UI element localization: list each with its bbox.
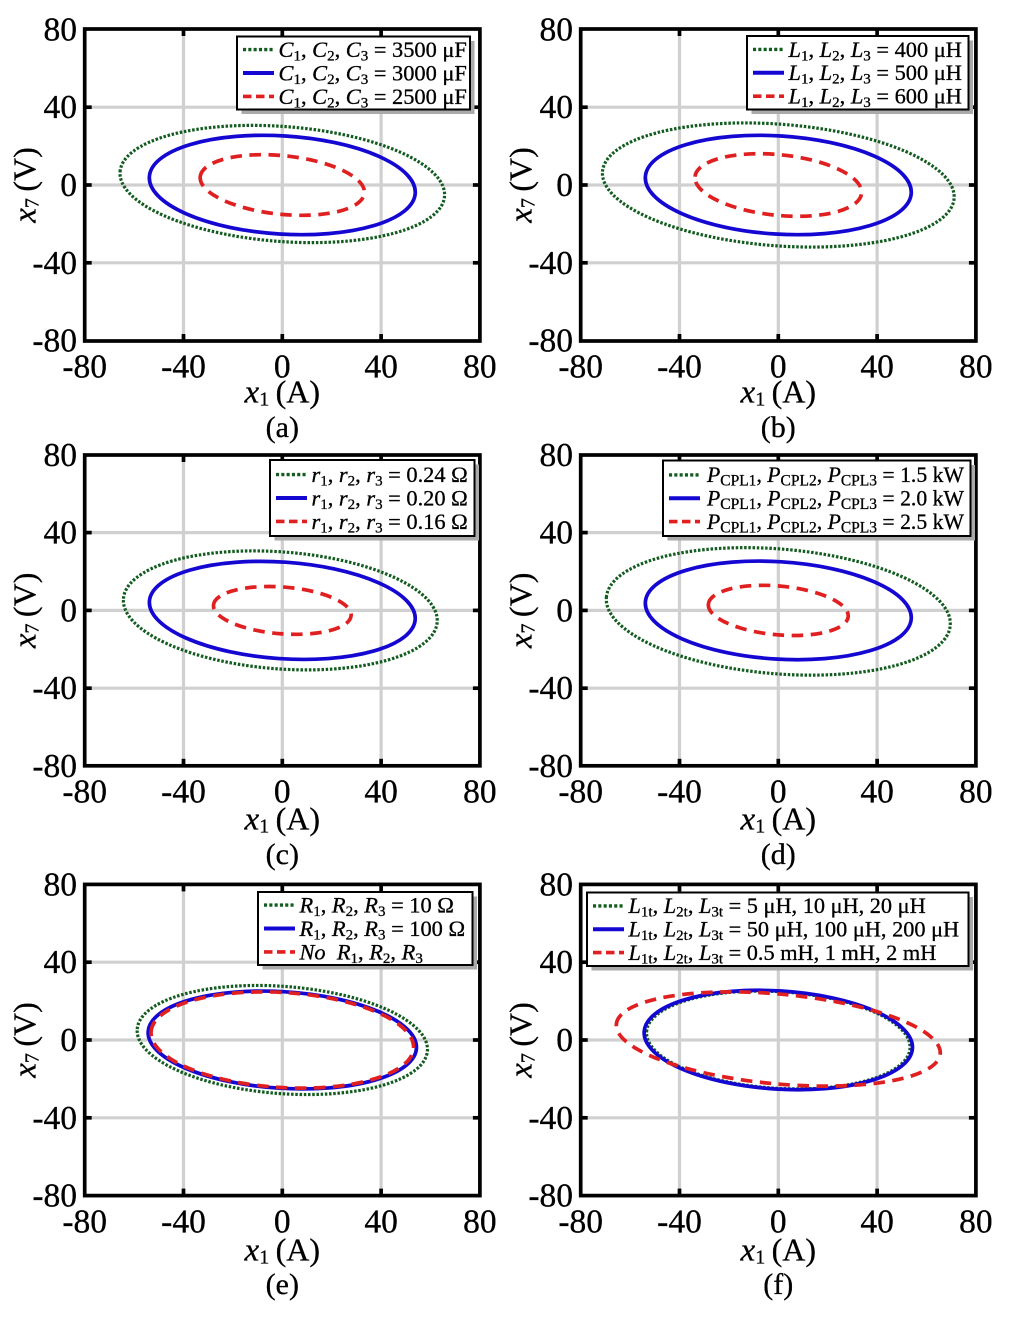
svg-text:40: 40 [44, 515, 78, 552]
svg-text:-40: -40 [528, 670, 573, 707]
svg-text:L1​, L2​, L3​ = 500 μH: L1​, L2​, L3​ = 500 μH [788, 60, 962, 88]
svg-text:80: 80 [463, 774, 497, 811]
svg-text:r1​, r2​, r3​ = 0.24 Ω: r1​, r2​, r3​ = 0.24 Ω [312, 462, 468, 490]
svg-text:x7 (V): x7 (V) [503, 573, 540, 649]
svg-text:L1​, L2​, L3​ = 600 μH: L1​, L2​, L3​ = 600 μH [788, 84, 962, 112]
svg-text:-80: -80 [32, 748, 77, 785]
svg-text:-80: -80 [528, 748, 573, 785]
svg-text:80: 80 [540, 11, 574, 48]
svg-text:40: 40 [44, 89, 78, 126]
svg-text:-40: -40 [528, 245, 573, 282]
svg-text:0: 0 [556, 167, 573, 204]
svg-text:40: 40 [860, 1203, 894, 1240]
svg-text:-80: -80 [528, 323, 573, 360]
svg-text:0: 0 [60, 167, 77, 204]
svg-text:C1​, C2​, C3​ = 3000 μF: C1​, C2​, C3​ = 3000 μF [279, 60, 467, 88]
svg-text:0: 0 [274, 1203, 291, 1240]
svg-text:80: 80 [540, 437, 574, 474]
svg-text:x1 (A): x1 (A) [244, 800, 320, 837]
svg-text:(d): (d) [761, 838, 796, 871]
svg-text:(f): (f) [763, 1268, 793, 1301]
svg-text:40: 40 [540, 515, 574, 552]
svg-text:x1 (A): x1 (A) [740, 374, 816, 411]
svg-text:r1​, r2​, r3​ = 0.16 Ω: r1​, r2​, r3​ = 0.16 Ω [312, 509, 468, 537]
svg-text:x7 (V): x7 (V) [7, 147, 44, 223]
svg-text:x7 (V): x7 (V) [503, 1002, 540, 1078]
svg-text:80: 80 [959, 774, 993, 811]
svg-text:80: 80 [959, 1203, 993, 1240]
svg-text:0: 0 [556, 1022, 573, 1059]
svg-text:(e): (e) [266, 1268, 299, 1301]
svg-text:80: 80 [463, 349, 497, 386]
svg-text:80: 80 [540, 866, 574, 903]
svg-text:0: 0 [556, 592, 573, 629]
svg-text:80: 80 [44, 866, 78, 903]
svg-text:x7 (V): x7 (V) [503, 147, 540, 223]
svg-text:R1​, R2​, R3​ = 10 Ω: R1​, R2​, R3​ = 10 Ω [299, 893, 454, 921]
svg-text:-80: -80 [528, 1178, 573, 1215]
svg-text:0: 0 [770, 349, 787, 386]
svg-text:(c): (c) [266, 838, 299, 871]
svg-text:80: 80 [44, 437, 78, 474]
svg-text:No R1​, R2​, R3​: No R1​, R2​, R3​ [299, 939, 423, 967]
svg-text:0: 0 [770, 1203, 787, 1240]
svg-text:x7 (V): x7 (V) [7, 1002, 44, 1078]
svg-text:40: 40 [860, 349, 894, 386]
svg-text:80: 80 [44, 11, 78, 48]
svg-text:L1t​, L2t​, L3t​ = 0.5 mH, 1 m: L1t​, L2t​, L3t​ = 0.5 mH, 1 mH, 2 mH [628, 940, 937, 968]
svg-text:-80: -80 [558, 349, 603, 386]
svg-text:0: 0 [770, 774, 787, 811]
svg-text:40: 40 [364, 774, 398, 811]
svg-text:-40: -40 [32, 1100, 77, 1137]
svg-text:-80: -80 [62, 1203, 107, 1240]
svg-text:0: 0 [60, 592, 77, 629]
svg-text:40: 40 [540, 944, 574, 981]
svg-text:x1 (A): x1 (A) [740, 1232, 816, 1269]
svg-text:(b): (b) [761, 411, 796, 444]
svg-text:40: 40 [44, 944, 78, 981]
svg-text:-40: -40 [32, 670, 77, 707]
svg-text:x1 (A): x1 (A) [740, 800, 816, 837]
svg-text:(a): (a) [266, 411, 299, 444]
svg-text:40: 40 [860, 774, 894, 811]
svg-text:-40: -40 [528, 1100, 573, 1137]
svg-text:-40: -40 [161, 349, 206, 386]
svg-text:R1​, R2​, R3​ = 100 Ω: R1​, R2​, R3​ = 100 Ω [299, 916, 466, 944]
svg-text:x7 (V): x7 (V) [7, 573, 44, 649]
svg-text:-80: -80 [62, 349, 107, 386]
svg-text:x1 (A): x1 (A) [244, 1232, 320, 1269]
svg-text:-80: -80 [32, 323, 77, 360]
svg-text:0: 0 [274, 349, 291, 386]
svg-text:80: 80 [463, 1203, 497, 1240]
svg-text:L1​, L2​, L3​ = 400 μH: L1​, L2​, L3​ = 400 μH [788, 37, 962, 65]
svg-text:-80: -80 [62, 774, 107, 811]
svg-text:40: 40 [540, 89, 574, 126]
svg-text:40: 40 [364, 349, 398, 386]
svg-text:-80: -80 [32, 1178, 77, 1215]
svg-text:PCPL1​, PCPL2​, PCPL3​ = 2.0 k: PCPL1​, PCPL2​, PCPL3​ = 2.0 kW [706, 487, 964, 513]
svg-text:C1​, C2​, C3​ = 3500 μF: C1​, C2​, C3​ = 3500 μF [279, 37, 467, 65]
svg-text:r1​, r2​, r3​ = 0.20 Ω: r1​, r2​, r3​ = 0.20 Ω [312, 485, 468, 513]
svg-text:0: 0 [274, 774, 291, 811]
svg-text:-40: -40 [161, 1203, 206, 1240]
svg-text:-80: -80 [558, 1203, 603, 1240]
svg-text:-40: -40 [657, 774, 702, 811]
svg-text:80: 80 [959, 349, 993, 386]
svg-text:x1 (A): x1 (A) [244, 374, 320, 411]
svg-text:40: 40 [364, 1203, 398, 1240]
svg-text:-40: -40 [657, 349, 702, 386]
svg-text:C1​, C2​, C3​ = 2500 μF: C1​, C2​, C3​ = 2500 μF [279, 84, 467, 112]
svg-text:-80: -80 [558, 774, 603, 811]
svg-text:-40: -40 [32, 245, 77, 282]
svg-text:-40: -40 [657, 1203, 702, 1240]
svg-text:-40: -40 [161, 774, 206, 811]
svg-text:0: 0 [60, 1022, 77, 1059]
